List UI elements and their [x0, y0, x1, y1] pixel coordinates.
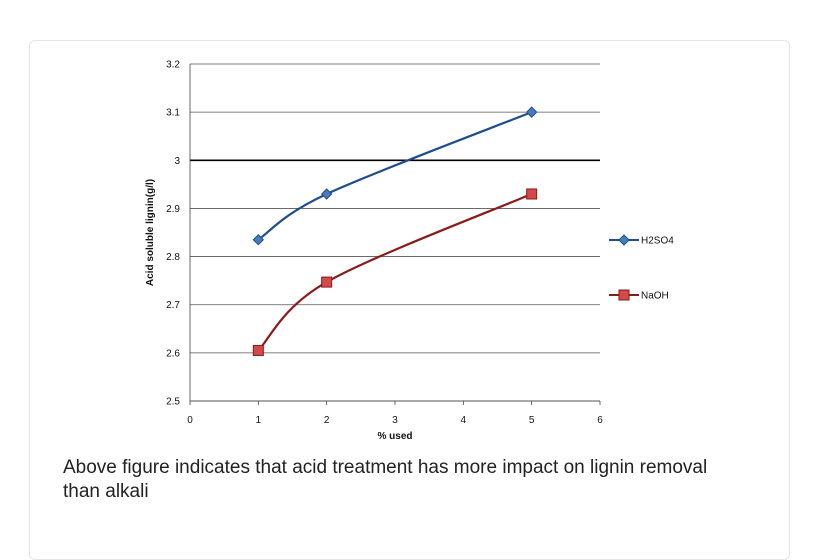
x-tick-labels: 0 1 2 3 4 5 6	[187, 415, 603, 426]
data-point	[252, 344, 264, 356]
x-tick-label: 0	[187, 415, 193, 426]
x-tick-label: 4	[461, 415, 467, 426]
y-tick-label: 2.7	[166, 300, 180, 311]
legend-item: H2SO4	[609, 234, 674, 247]
y-tick-label: 2.6	[166, 348, 180, 359]
series-line	[257, 111, 533, 241]
x-tick-label: 3	[392, 415, 398, 426]
series-line	[257, 192, 533, 352]
y-axis-label: Acid soluble lignin(g/l)	[145, 179, 156, 286]
series-naoh	[252, 188, 538, 356]
legend-marker	[618, 289, 630, 301]
legend-label: H2SO4	[641, 236, 674, 247]
axes	[189, 64, 601, 405]
figure-caption: Above figure indicates that acid treatme…	[63, 457, 708, 498]
series-layer	[252, 106, 538, 356]
data-point	[321, 276, 333, 288]
legend: H2SO4 NaOH	[609, 234, 674, 302]
gridlines	[190, 63, 600, 402]
series-h2so4	[252, 106, 538, 246]
x-axis-label: % used	[377, 431, 412, 442]
data-point	[252, 234, 265, 246]
data-point	[526, 188, 538, 200]
x-tick-label: 1	[256, 415, 262, 426]
data-point	[320, 188, 333, 200]
y-tick-label: 3	[174, 156, 180, 167]
legend-item: NaOH	[609, 289, 669, 302]
x-tick-label: 5	[529, 415, 535, 426]
y-tick-label: 2.9	[166, 204, 180, 215]
line-chart: 2.5 2.6 2.7 2.8 2.9 3 3.1 3.2 0 1 2 3 4 5 6 H2SO4 NaOH…	[145, 60, 674, 443]
y-tick-labels: 2.5 2.6 2.7 2.8 2.9 3 3.1 3.2	[166, 60, 180, 408]
legend-label: NaOH	[641, 291, 669, 302]
data-point	[525, 106, 538, 118]
x-tick-label: 6	[597, 415, 603, 426]
y-tick-label: 3.1	[166, 108, 180, 119]
legend-marker	[618, 234, 630, 246]
x-tick-label: 2	[324, 415, 330, 426]
y-tick-label: 2.5	[166, 397, 180, 408]
y-tick-label: 3.2	[166, 60, 180, 71]
chart-figure: 2.5 2.6 2.7 2.8 2.9 3 3.1 3.2 0 1 2 3 4 5 6 H2SO4 NaOH…	[134, 50, 684, 445]
y-tick-label: 2.8	[166, 252, 180, 263]
